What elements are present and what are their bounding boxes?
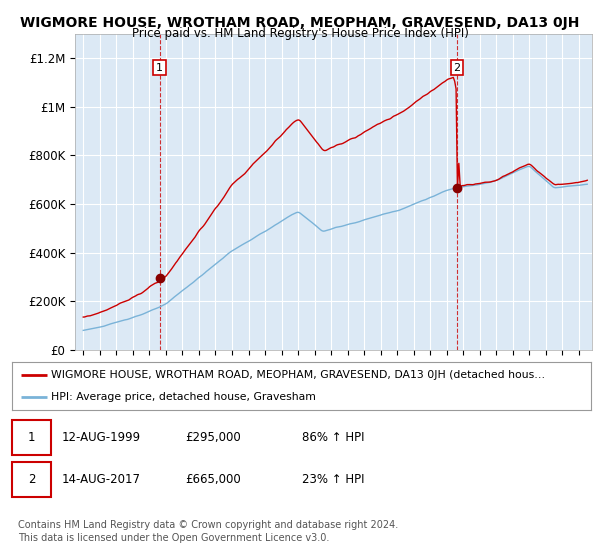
Text: WIGMORE HOUSE, WROTHAM ROAD, MEOPHAM, GRAVESEND, DA13 0JH (detached hous…: WIGMORE HOUSE, WROTHAM ROAD, MEOPHAM, GR… xyxy=(52,370,545,380)
Text: 2: 2 xyxy=(28,473,35,486)
Text: 2: 2 xyxy=(454,63,461,73)
Text: 86% ↑ HPI: 86% ↑ HPI xyxy=(302,431,364,444)
Text: £665,000: £665,000 xyxy=(186,473,241,486)
Text: WIGMORE HOUSE, WROTHAM ROAD, MEOPHAM, GRAVESEND, DA13 0JH: WIGMORE HOUSE, WROTHAM ROAD, MEOPHAM, GR… xyxy=(20,16,580,30)
Text: 1: 1 xyxy=(156,63,163,73)
FancyBboxPatch shape xyxy=(12,421,52,455)
Text: This data is licensed under the Open Government Licence v3.0.: This data is licensed under the Open Gov… xyxy=(18,533,329,543)
Text: Price paid vs. HM Land Registry's House Price Index (HPI): Price paid vs. HM Land Registry's House … xyxy=(131,27,469,40)
Text: £295,000: £295,000 xyxy=(186,431,241,444)
Text: 14-AUG-2017: 14-AUG-2017 xyxy=(61,473,140,486)
Text: HPI: Average price, detached house, Gravesham: HPI: Average price, detached house, Grav… xyxy=(52,392,316,402)
Text: 23% ↑ HPI: 23% ↑ HPI xyxy=(302,473,364,486)
Text: Contains HM Land Registry data © Crown copyright and database right 2024.: Contains HM Land Registry data © Crown c… xyxy=(18,520,398,530)
Text: 12-AUG-1999: 12-AUG-1999 xyxy=(61,431,140,444)
Text: 1: 1 xyxy=(28,431,35,444)
FancyBboxPatch shape xyxy=(12,462,52,497)
